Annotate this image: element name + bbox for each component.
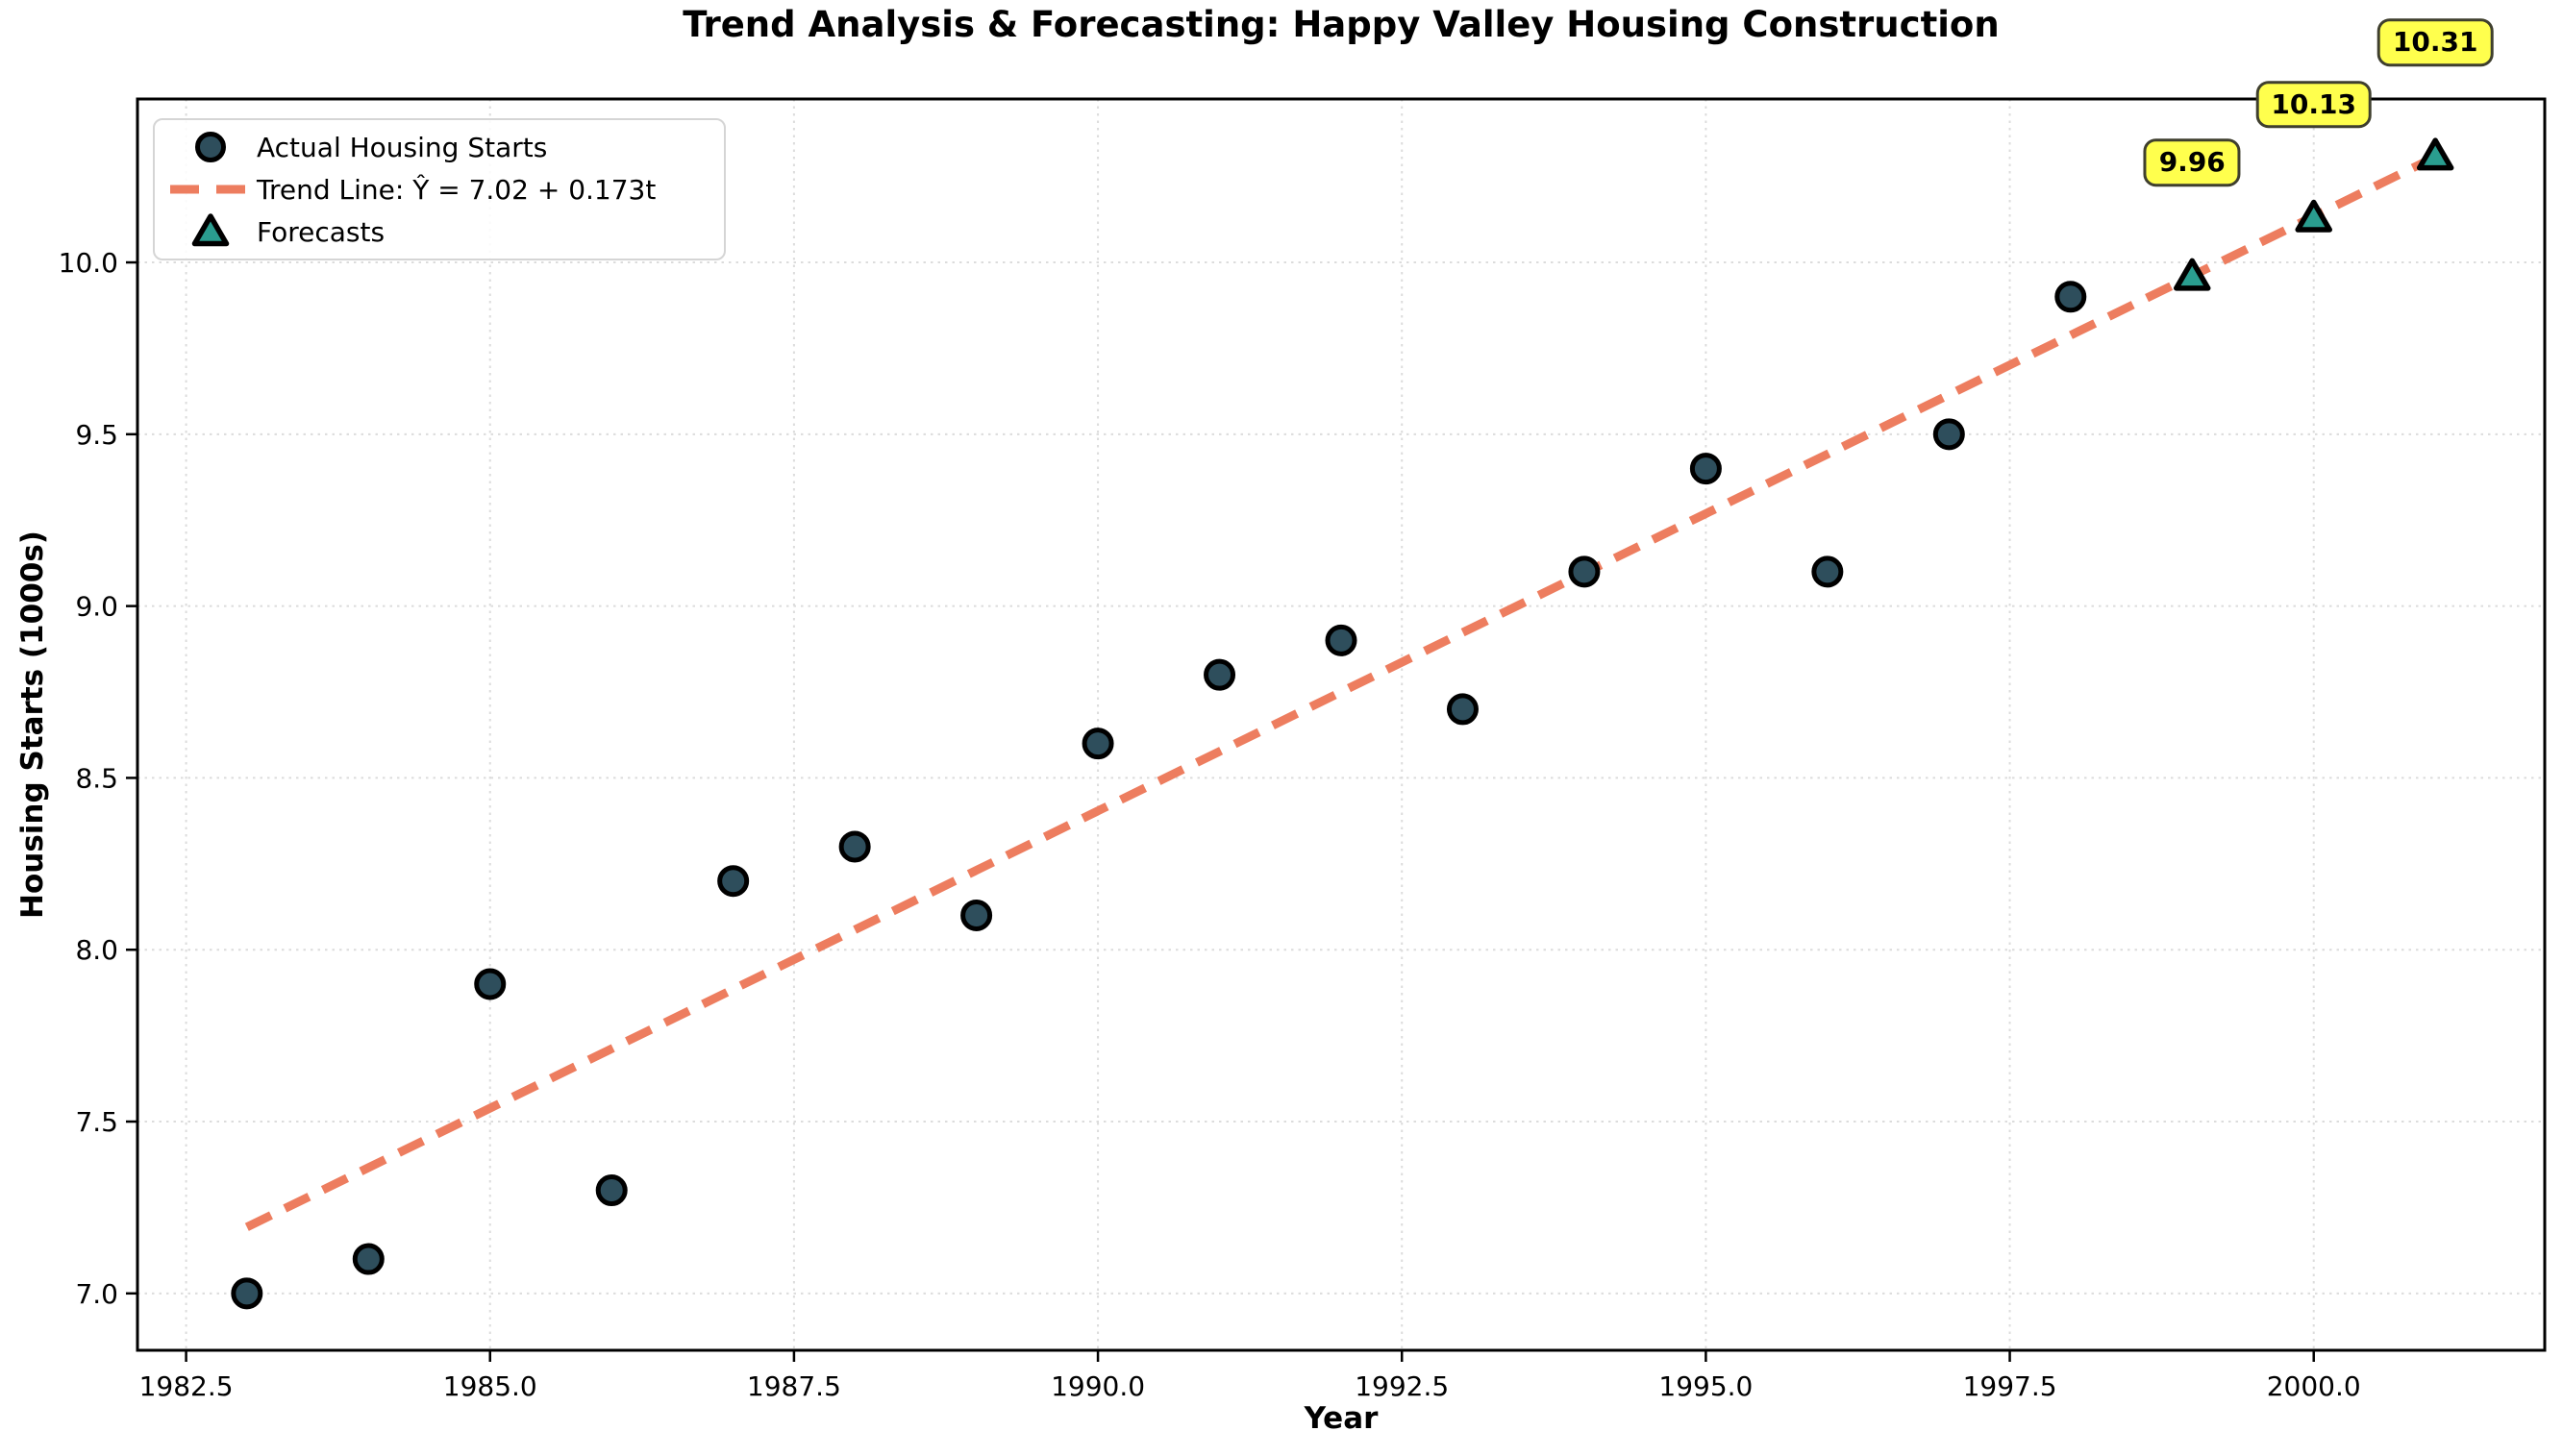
legend-entry-actual: Actual Housing Starts (164, 126, 714, 168)
data-point-actual (1811, 555, 1844, 588)
data-point-actual (231, 1277, 263, 1310)
forecast-annotation: 10.31 (2376, 18, 2494, 66)
legend-label: Trend Line: Ŷ = 7.02 + 0.173t (257, 173, 657, 206)
trend-line (244, 153, 2438, 1231)
y-tick-label: 7.5 (75, 1106, 118, 1138)
data-point-actual (1325, 624, 1357, 656)
data-point-actual (838, 830, 871, 863)
legend-entry-forecast: Forecasts (164, 210, 714, 253)
x-tick-label: 1992.5 (1355, 1370, 1449, 1402)
data-point-actual (595, 1174, 628, 1207)
data-point-actual (474, 968, 507, 1000)
y-tick-label: 9.0 (75, 591, 118, 623)
x-tick-label: 1995.0 (1658, 1370, 1753, 1402)
data-point-forecast (2174, 258, 2211, 291)
circle-marker-icon (191, 128, 230, 166)
data-point-actual (1932, 418, 1965, 451)
dashed-line-icon (170, 184, 251, 195)
y-tick-label: 9.5 (75, 419, 118, 451)
y-axis-label: Housing Starts (1000s) (15, 531, 50, 919)
data-point-forecast (2295, 199, 2332, 233)
legend: Actual Housing Starts Trend Line: Ŷ = 7.… (153, 118, 726, 260)
y-tick-label: 8.5 (75, 762, 118, 794)
data-point-actual (1568, 555, 1601, 588)
triangle-marker-icon (189, 212, 232, 251)
axes-spines (136, 97, 2547, 1352)
data-point-actual (1204, 658, 1236, 691)
x-tick-label: 1987.5 (747, 1370, 841, 1402)
data-point-actual (960, 899, 993, 931)
forecast-annotation: 9.96 (2143, 138, 2241, 187)
y-tick-label: 10.0 (59, 247, 118, 279)
data-point-actual (352, 1243, 385, 1275)
chart-title: Trend Analysis & Forecasting: Happy Vall… (683, 4, 2000, 45)
legend-entry-trend: Trend Line: Ŷ = 7.02 + 0.173t (164, 168, 714, 210)
data-point-actual (2054, 281, 2087, 313)
data-point-forecast (2416, 137, 2454, 171)
legend-label: Forecasts (257, 215, 386, 248)
data-point-actual (1689, 453, 1722, 485)
data-point-actual (1446, 693, 1479, 726)
data-point-actual (717, 865, 750, 898)
x-tick-label: 1997.5 (1963, 1370, 2057, 1402)
x-tick-label: 2000.0 (2267, 1370, 2361, 1402)
x-tick-label: 1990.0 (1051, 1370, 1145, 1402)
y-tick-label: 7.0 (75, 1278, 118, 1310)
data-point-actual (1082, 728, 1114, 760)
legend-label: Actual Housing Starts (257, 131, 548, 163)
x-axis-label: Year (1304, 1401, 1379, 1436)
x-tick-label: 1982.5 (139, 1370, 234, 1402)
forecast-annotation: 10.13 (2255, 80, 2372, 129)
x-tick-label: 1985.0 (443, 1370, 537, 1402)
y-tick-label: 8.0 (75, 934, 118, 966)
